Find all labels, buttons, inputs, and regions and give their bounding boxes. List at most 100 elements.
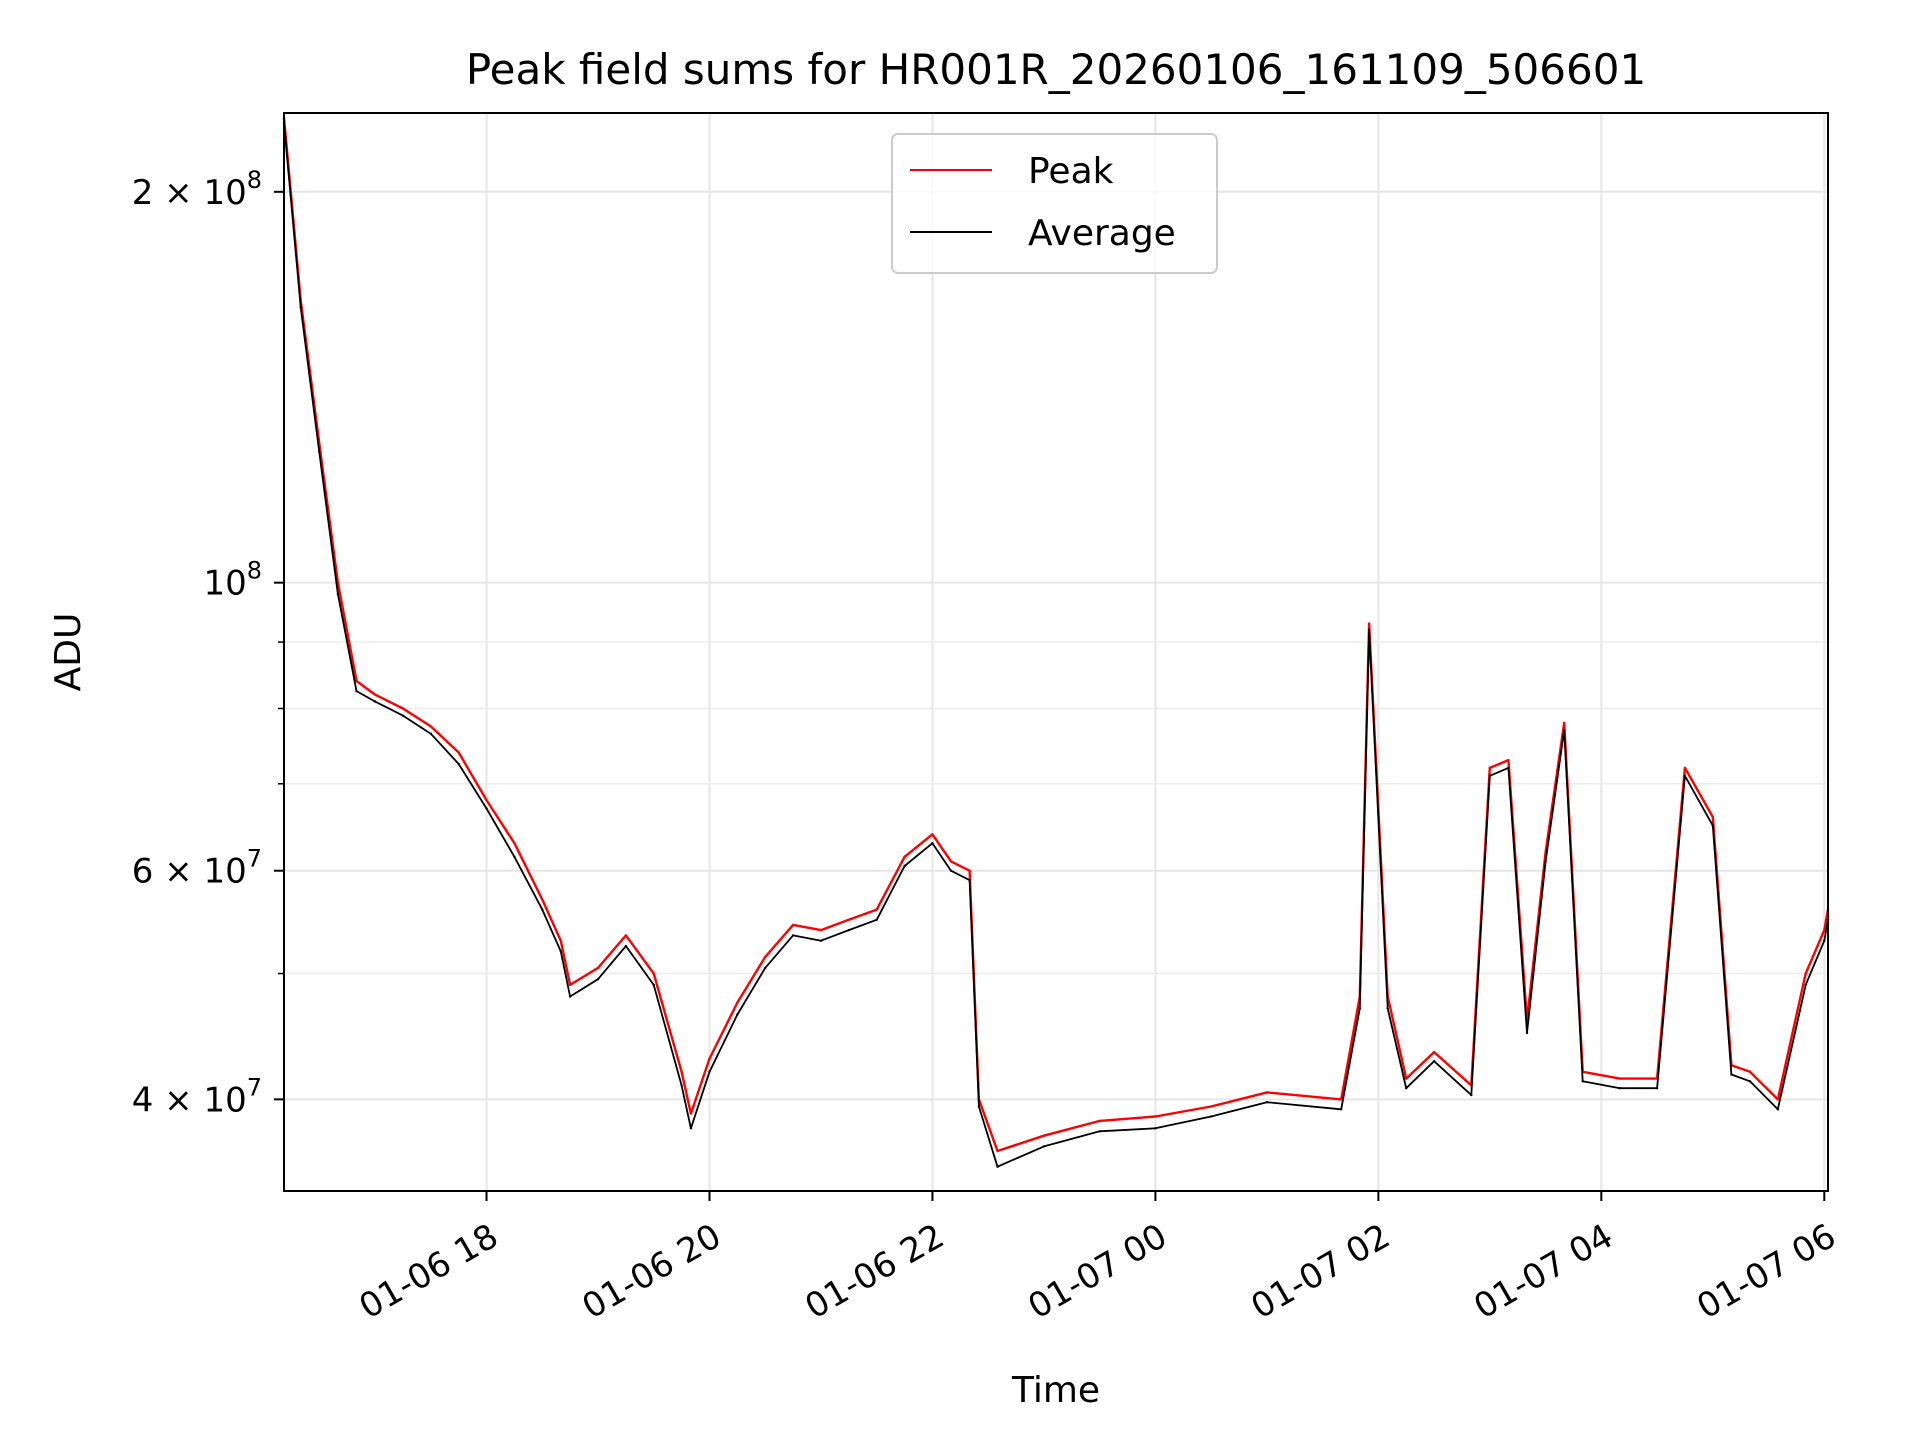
data-point-peak (355, 679, 358, 683)
data-point-average (1804, 983, 1807, 987)
data-point-average (1209, 1115, 1213, 1118)
y-tick-label: 4 × 107 (132, 1073, 262, 1120)
data-point-average (968, 879, 971, 882)
data-point-peak (1432, 1050, 1436, 1054)
data-point-average (541, 908, 544, 911)
data-point-peak (1823, 928, 1826, 932)
data-point-peak (1098, 1119, 1101, 1123)
data-point-average (680, 1084, 683, 1087)
data-point-average (1265, 1101, 1269, 1104)
data-point-peak (596, 966, 600, 970)
data-point-peak (689, 1112, 693, 1115)
data-point-average (875, 918, 878, 921)
data-point-peak (373, 693, 377, 696)
data-point-peak (903, 855, 906, 858)
data-point-average (1711, 824, 1715, 827)
data-point-average (1432, 1060, 1436, 1063)
data-point-average (1488, 774, 1492, 777)
data-point-peak (1804, 972, 1807, 975)
data-point-peak (847, 918, 850, 921)
data-point-average (568, 995, 572, 998)
y-tick-label: 2 × 108 (132, 166, 262, 213)
data-point-peak (1154, 1115, 1157, 1118)
data-point-average (318, 451, 321, 454)
data-point-average (1655, 1087, 1659, 1090)
data-point-peak (680, 1070, 683, 1074)
data-point-average (596, 978, 600, 981)
data-point-peak (1209, 1105, 1213, 1108)
data-point-peak (1776, 1098, 1780, 1101)
data-point-average (949, 869, 953, 872)
data-point-peak (1563, 721, 1566, 724)
y-tick-label: 6 × 107 (132, 845, 262, 892)
data-point-peak (736, 1001, 739, 1004)
data-point-peak (541, 898, 544, 901)
data-point-average (1823, 939, 1826, 942)
data-point-peak (1488, 766, 1492, 770)
data-point-average (429, 732, 432, 735)
data-point-average (336, 592, 340, 596)
data-point-peak (624, 934, 628, 937)
data-point-average (1358, 1007, 1362, 1010)
data-point-average (1098, 1130, 1101, 1133)
data-point-average (847, 928, 850, 932)
data-point-average (1405, 1087, 1408, 1090)
data-point-average (764, 966, 767, 970)
data-point-average (1683, 774, 1687, 777)
data-point-peak (559, 939, 562, 942)
data-point-average (299, 306, 302, 309)
data-point-peak (1507, 758, 1510, 762)
data-point-peak (457, 751, 460, 754)
data-point-peak (429, 725, 432, 728)
data-point-peak (485, 798, 488, 802)
data-point-average (373, 700, 377, 703)
series-layer (282, 116, 1830, 1168)
data-point-peak (1683, 766, 1687, 770)
data-point-average (689, 1127, 693, 1130)
data-point-average (1544, 860, 1547, 863)
data-point-average (1507, 766, 1510, 770)
data-point-average (624, 944, 628, 948)
data-point-peak (1265, 1091, 1269, 1094)
chart-title: Peak field sums for HR001R_20260106_1611… (466, 45, 1646, 94)
data-point-peak (513, 842, 516, 845)
data-point-average (736, 1013, 739, 1016)
data-point-average (1581, 1080, 1584, 1083)
data-point-peak (875, 908, 878, 911)
data-point-average (1730, 1073, 1733, 1076)
data-point-average (485, 807, 488, 810)
data-point-peak (568, 983, 572, 987)
legend-label-peak: Peak (1028, 151, 1114, 192)
data-point-average (559, 950, 562, 953)
data-point-peak (1748, 1070, 1752, 1074)
data-point-average (401, 714, 405, 717)
data-point-average (791, 934, 795, 937)
data-point-average (355, 689, 358, 693)
series-line-average (283, 122, 1829, 1168)
data-point-average (1563, 728, 1566, 732)
data-point-peak (708, 1057, 711, 1060)
data-point-average (1154, 1127, 1157, 1130)
legend-label-average: Average (1028, 213, 1176, 254)
data-point-peak (931, 833, 934, 836)
data-point-average (708, 1070, 711, 1074)
data-point-average (1776, 1108, 1780, 1111)
data-point-average (977, 1105, 981, 1108)
legend: Peak Average (891, 133, 1218, 274)
data-point-average (1618, 1087, 1622, 1090)
data-point-peak (1042, 1134, 1046, 1137)
data-point-average (931, 842, 934, 845)
data-point-peak (652, 972, 655, 975)
data-point-average (903, 864, 906, 868)
data-point-peak (1367, 622, 1371, 625)
data-point-peak (1405, 1077, 1408, 1080)
y-axis-label: ADU (48, 613, 89, 692)
data-point-average (1525, 1031, 1529, 1035)
plot-frame (283, 112, 1829, 1192)
data-point-peak (949, 860, 953, 863)
y-tick-label: 108 (203, 557, 262, 604)
data-point-average (1386, 1007, 1389, 1010)
data-point-average (996, 1165, 999, 1168)
data-point-average (1367, 628, 1371, 631)
